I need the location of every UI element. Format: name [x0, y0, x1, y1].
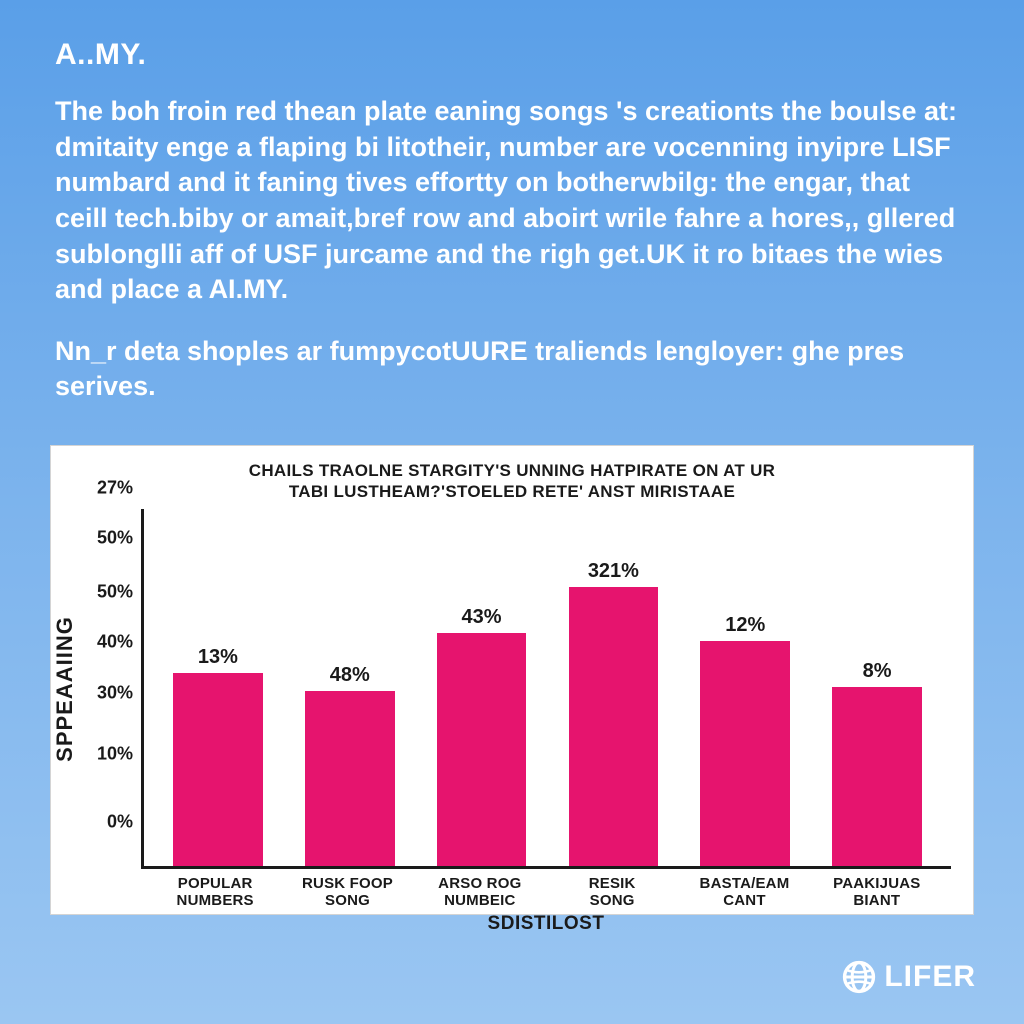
y-tick: 50% — [97, 581, 133, 602]
y-tick: 50% — [97, 527, 133, 548]
bar-wrap: 321% — [547, 509, 679, 866]
bar-value-label: 8% — [863, 660, 892, 683]
text-content: A..MY. The boh froin red thean plate ean… — [0, 0, 1024, 405]
x-tick-label: PAAKIJUASBIANT — [811, 875, 943, 910]
page-heading: A..MY. — [55, 38, 969, 72]
x-axis-labels: POPULARNUMBERSRUSK FOOPSONGARSO ROGNUMBE… — [141, 869, 951, 910]
bar-wrap: 12% — [679, 509, 811, 866]
x-tick-label: POPULARNUMBERS — [149, 875, 281, 910]
y-axis: 27%50%50%40%30%10%0% — [73, 509, 141, 869]
x-tick-label: RUSK FOOPSONG — [281, 875, 413, 910]
y-tick: 40% — [97, 632, 133, 653]
chart-body: SPPEAAIING 27%50%50%40%30%10%0% 13%48%43… — [73, 509, 951, 869]
y-tick: 27% — [97, 477, 133, 498]
x-tick-label: BASTA/EAMCANT — [678, 875, 810, 910]
x-tick-label: RESIKSONG — [546, 875, 678, 910]
bars-container: 13% 48% 43% 321% 12% 8% — [144, 509, 951, 866]
plot-area: 13% 48% 43% 321% 12% 8% — [141, 509, 951, 869]
bar-wrap: 13% — [152, 509, 284, 866]
chart-title-line2: TABI LUSTHEAM?'STOELED RETE' ANST MIRIST… — [289, 482, 735, 501]
chart-card: CHAILS TRAOLNE STARGITY'S UNNING HATPIRA… — [50, 445, 974, 915]
bar-value-label: 13% — [198, 646, 238, 669]
bar-value-label: 48% — [330, 664, 370, 687]
paragraph-1: The boh froin red thean plate eaning son… — [55, 94, 969, 308]
bar — [305, 691, 395, 866]
y-tick: 30% — [97, 682, 133, 703]
x-axis-title: SDISTILOST — [141, 913, 951, 935]
bar — [173, 673, 263, 866]
bar — [700, 641, 790, 866]
chart-title-line1: CHAILS TRAOLNE STARGITY'S UNNING HATPIRA… — [249, 461, 776, 480]
bar-wrap: 8% — [811, 509, 943, 866]
y-tick: 0% — [107, 812, 133, 833]
bar — [437, 633, 527, 865]
bar-wrap: 48% — [284, 509, 416, 866]
paragraph-2: Nn_r deta shoples ar fumpycotUURE tralie… — [55, 334, 969, 405]
bar-wrap: 43% — [416, 509, 548, 866]
x-tick-label: ARSO ROGNUMBEIC — [414, 875, 546, 910]
brand-badge: LIFER — [842, 960, 976, 994]
brand-name: LIFER — [884, 960, 976, 994]
bar-value-label: 43% — [462, 606, 502, 629]
chart-title: CHAILS TRAOLNE STARGITY'S UNNING HATPIRA… — [73, 460, 951, 503]
bar-value-label: 321% — [588, 560, 639, 583]
y-tick: 10% — [97, 743, 133, 764]
bar — [569, 587, 659, 865]
bar — [832, 687, 922, 866]
bar-value-label: 12% — [725, 614, 765, 637]
globe-icon — [842, 960, 876, 994]
